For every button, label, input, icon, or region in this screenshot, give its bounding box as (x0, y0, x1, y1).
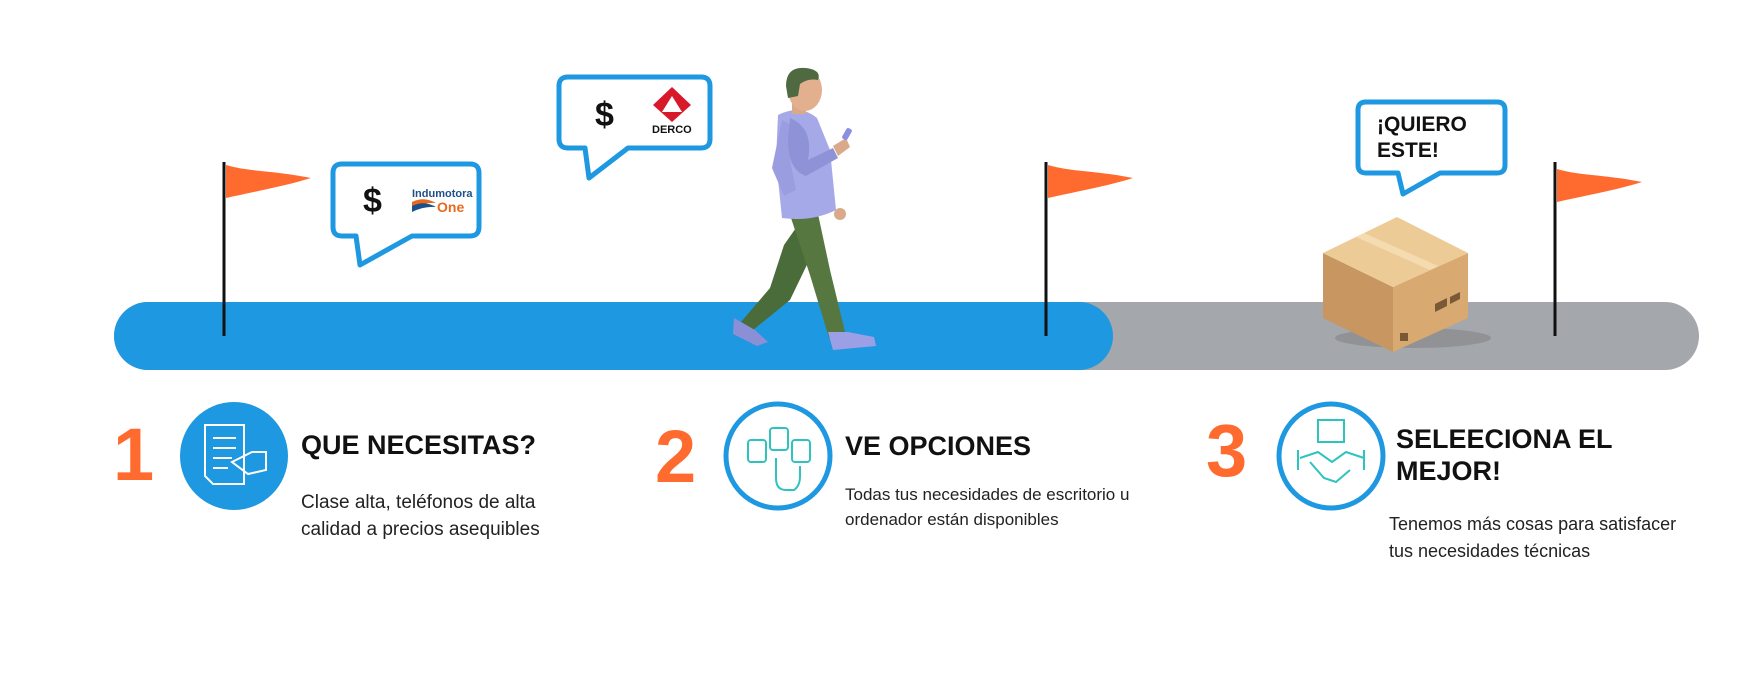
speech-bubble-derco (556, 74, 713, 181)
step-2-title: VE OPCIONES (845, 431, 1032, 461)
derco-logo-text: DERCO (652, 124, 692, 136)
price-symbol: $ (363, 182, 382, 220)
wish-text-line1: ¡QUIERO (1377, 113, 1467, 136)
speech-bubble-indumotora (330, 161, 482, 268)
step-3-desc-line1: Tenemos más cosas para satisfacer (1389, 514, 1677, 534)
handshake-box-icon (1297, 419, 1365, 484)
step-1-icon-badge (180, 402, 288, 510)
box-icon (1323, 217, 1491, 352)
indumotora-logo-one: One (437, 199, 465, 215)
step-2-icon-badge (723, 401, 833, 511)
step-1-title: QUE NECESITAS? (301, 430, 537, 460)
indumotora-logo-text: Indumotora (412, 188, 473, 200)
document-hand-icon (204, 424, 267, 485)
wish-text-line2: ESTE! (1377, 139, 1439, 162)
step-2-desc-line2: ordenador están disponibles (845, 510, 1059, 529)
step-3-desc-line2: tus necesidades técnicas (1389, 541, 1591, 561)
step-3-title-line1: SELEECIONA EL (1396, 424, 1613, 454)
step-1-desc-line2: calidad a precios asequibles (301, 519, 540, 540)
flag-icon (1553, 162, 1642, 336)
step-3-title-line2: MEJOR! (1396, 456, 1502, 486)
step-2-desc-line1: Todas tus necesidades de escritorio u (845, 485, 1130, 504)
step-1-desc-line1: Clase alta, teléfonos de alta (301, 492, 536, 513)
flag-icon (1044, 162, 1133, 336)
select-options-icon (747, 427, 811, 491)
flag-icon (222, 162, 311, 336)
step-2-number: 2 (655, 415, 697, 498)
price-symbol: $ (595, 96, 614, 134)
step-3-number: 3 (1206, 409, 1248, 492)
step-1-number: 1 (113, 413, 155, 496)
progress-fill (114, 302, 1113, 370)
walking-person-illustration (733, 67, 876, 350)
speech-bubble-wish (1355, 99, 1508, 197)
step-3-icon-badge (1276, 401, 1386, 511)
